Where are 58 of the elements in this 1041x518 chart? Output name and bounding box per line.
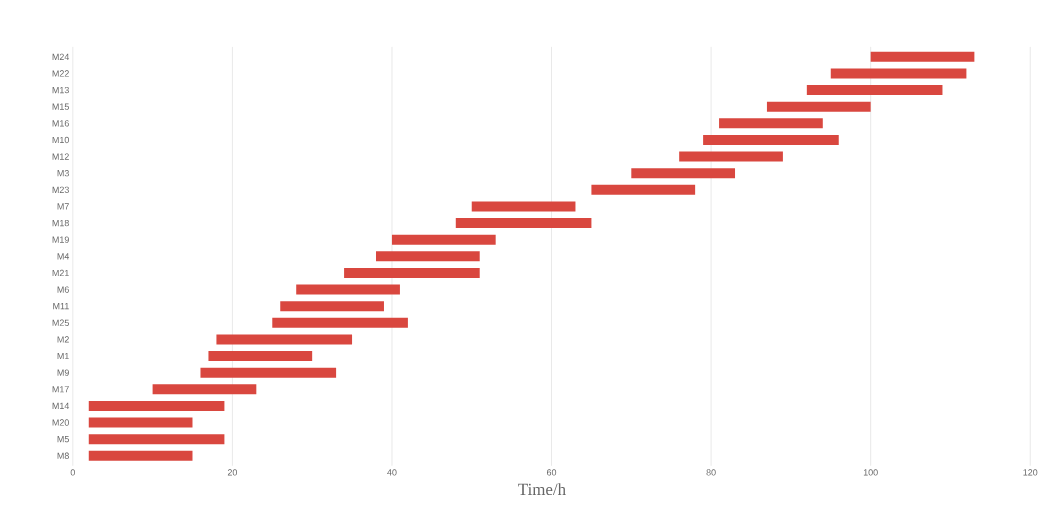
y-tick-label: M3: [57, 170, 69, 177]
bar: [870, 52, 975, 63]
bar: [272, 318, 408, 328]
bar: [719, 118, 823, 129]
bar: [806, 85, 943, 96]
x-axis-title: Time/h: [518, 483, 566, 496]
y-tick-label: M20: [52, 419, 69, 426]
bar: [344, 268, 480, 279]
x-tick-label: 100: [863, 469, 878, 476]
bar: [703, 135, 839, 146]
y-tick-label: M4: [57, 253, 70, 260]
bar: [830, 68, 967, 79]
y-tick-label: M12: [52, 153, 69, 160]
y-tick-label: M14: [52, 403, 70, 410]
bar: [208, 351, 313, 362]
y-tick-label: M2: [57, 336, 69, 343]
bar: [679, 151, 783, 162]
y-tick-label: M16: [52, 120, 69, 127]
y-tick-label: M17: [52, 386, 69, 393]
y-tick-label: M5: [57, 436, 69, 443]
bar: [766, 101, 871, 112]
y-tick-label: M22: [52, 70, 69, 77]
bar: [88, 417, 193, 428]
bar: [280, 301, 384, 312]
x-tick-label: 0: [70, 469, 75, 476]
y-tick-label: M25: [52, 319, 69, 327]
y-tick-label: M24: [52, 53, 70, 61]
bar: [88, 401, 225, 412]
y-tick-label: M11: [53, 303, 69, 310]
x-tick-label: 20: [227, 469, 238, 476]
bar: [391, 234, 496, 245]
y-tick-label: M13: [52, 87, 69, 94]
bar: [152, 384, 257, 395]
bar: [200, 367, 337, 378]
y-tick-label: M18: [52, 220, 69, 227]
bar: [631, 168, 736, 179]
bar: [591, 185, 696, 196]
y-tick-label: M15: [52, 103, 69, 111]
bar: [296, 284, 400, 295]
bar: [88, 450, 193, 461]
bar: [455, 218, 592, 229]
y-tick-label: M8: [57, 452, 69, 460]
y-tick-label: M7: [57, 203, 69, 210]
y-tick-label: M10: [52, 136, 69, 144]
x-tick-label: 60: [547, 469, 557, 476]
y-tick-label: M1: [57, 353, 69, 360]
y-tick-label: M21: [52, 270, 69, 277]
bar: [471, 201, 576, 212]
y-tick-label: M9: [57, 369, 69, 377]
y-tick-label: M23: [52, 186, 69, 194]
x-tick-label: 120: [1023, 469, 1038, 476]
bar: [88, 434, 225, 445]
y-tick-label: M19: [52, 236, 69, 244]
x-tick-label: 40: [387, 469, 397, 476]
y-tick-label: M6: [57, 286, 69, 293]
x-tick-label: 80: [706, 469, 716, 476]
bar: [376, 251, 480, 262]
bar: [216, 334, 353, 345]
